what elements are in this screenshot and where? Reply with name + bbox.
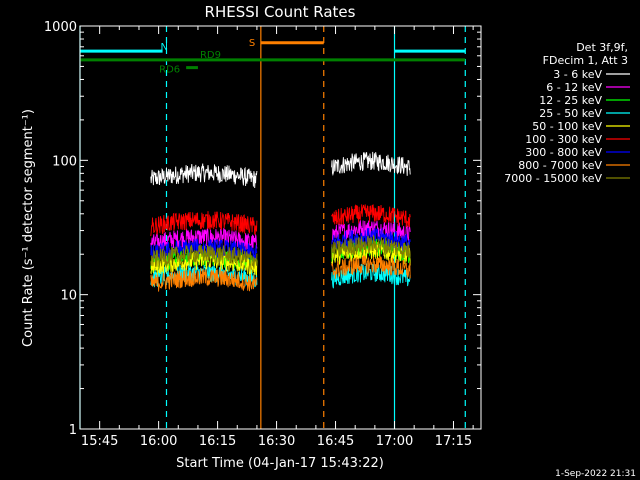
legend-label-7: 800 - 7000 keV	[518, 159, 602, 172]
series-0	[150, 151, 411, 189]
x-tick-label-5: 17:00	[376, 434, 413, 449]
series-7-segment-1	[331, 255, 411, 279]
legend-label-4: 50 - 100 keV	[532, 120, 602, 133]
plot-frame	[79, 25, 482, 430]
x-tick-label-3: 16:30	[258, 434, 295, 449]
legend-label-3: 25 - 50 keV	[539, 107, 602, 120]
legend-label-8: 7000 - 15000 keV	[504, 172, 602, 185]
series-7	[150, 255, 411, 292]
legend-label-0: 3 - 6 keV	[553, 68, 602, 81]
interval-label-2: N	[160, 42, 167, 53]
x-tick-label-1: 16:00	[140, 434, 177, 449]
series-7-segment-0	[150, 268, 258, 292]
legend-label-6: 300 - 800 keV	[525, 146, 602, 159]
x-tick-label-6: 17:15	[435, 434, 472, 449]
series-6-segment-0	[150, 238, 258, 263]
y-axis-label: Count Rate (s⁻¹ detector segment⁻¹)	[21, 109, 36, 347]
y-tick-label-3: 1000	[44, 20, 77, 35]
interval-label-4: RD6	[159, 65, 180, 76]
legend-label-1: 6 - 12 keV	[546, 81, 602, 94]
series-5-segment-1	[331, 204, 411, 228]
series-8-segment-0	[150, 244, 258, 269]
series-5-segment-0	[150, 211, 258, 237]
series-5	[150, 204, 411, 237]
legend-label-2: 12 - 25 keV	[539, 94, 602, 107]
chart-title: RHESSI Count Rates	[205, 3, 356, 21]
series-0-segment-0	[150, 163, 258, 189]
x-tick-label-0: 15:45	[81, 434, 118, 449]
axes-layer: 15:45 16:00 16:15 16:30 16:45 17:00 17:15 1 10 10…	[44, 20, 481, 449]
series-0-segment-1	[331, 151, 411, 177]
interval-label-6: S	[249, 38, 255, 49]
x-tick-label-2: 16:15	[199, 434, 236, 449]
interval-label-5: RD9	[200, 50, 221, 61]
legend-header-0: Det 3f,9f,	[576, 41, 628, 54]
legend-header-1: FDecim 1, Att 3	[543, 54, 628, 67]
x-axis-label: Start Time (04-Jan-17 15:43:22)	[176, 456, 384, 471]
footer-timestamp: 1-Sep-2022 21:31	[555, 469, 636, 479]
series-8	[150, 234, 411, 269]
data-layer: N RD6 RD9 S	[79, 26, 466, 429]
y-tick-label-2: 100	[52, 154, 77, 169]
legend-label-5: 100 - 300 keV	[525, 133, 602, 146]
series-1-segment-0	[150, 227, 258, 251]
x-tick-label-4: 16:45	[317, 434, 354, 449]
y-tick-label-1: 10	[60, 289, 77, 304]
series-8-segment-1	[331, 234, 411, 260]
y-tick-label-0: 1	[69, 423, 77, 438]
